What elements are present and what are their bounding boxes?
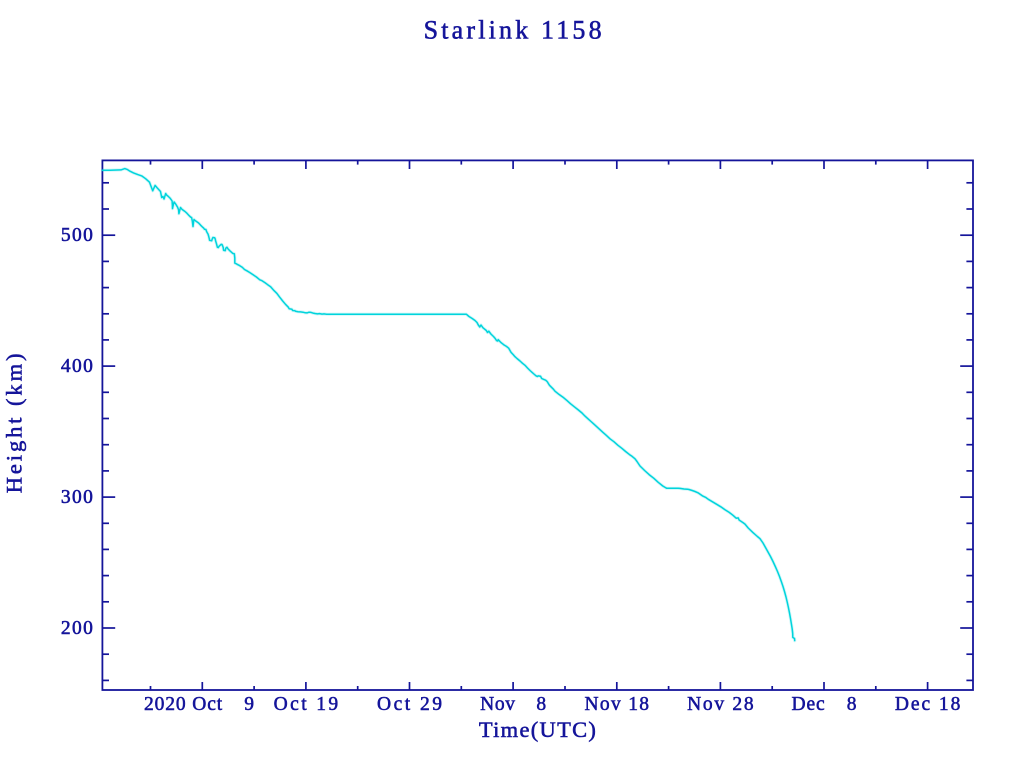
svg-text:Starlink 1158: Starlink 1158 xyxy=(424,16,602,45)
svg-text:2020 Oct 9: 2020 Oct 9 xyxy=(144,694,254,715)
svg-text:Oct 29: Oct 29 xyxy=(377,694,442,715)
svg-text:Nov 18: Nov 18 xyxy=(585,694,650,715)
svg-text:Dec 8: Dec 8 xyxy=(791,694,856,715)
svg-text:Oct 19: Oct 19 xyxy=(274,694,339,715)
svg-text:300: 300 xyxy=(61,487,93,508)
svg-text:500: 500 xyxy=(61,225,93,246)
svg-text:Time(UTC): Time(UTC) xyxy=(479,717,596,742)
svg-text:400: 400 xyxy=(61,356,93,377)
svg-text:200: 200 xyxy=(61,618,93,639)
svg-text:Nov 8: Nov 8 xyxy=(480,694,546,715)
svg-text:Nov 28: Nov 28 xyxy=(687,694,754,715)
svg-text:Dec 18: Dec 18 xyxy=(895,694,961,715)
svg-text:Height (km): Height (km) xyxy=(2,354,27,494)
